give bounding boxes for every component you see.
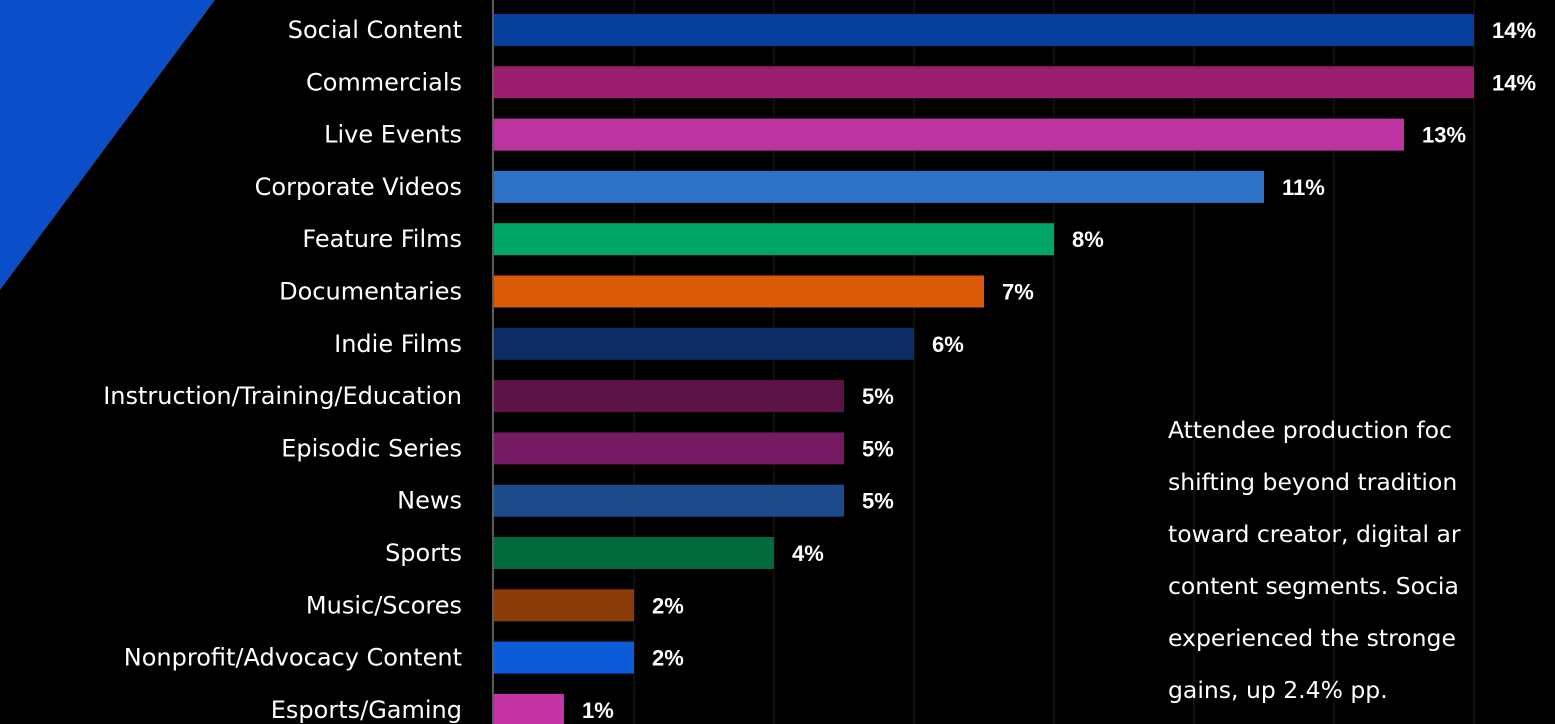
note-last-prefix: gains,: [1168, 676, 1246, 704]
value-labels: 14% 14% 13% 11% 8% 7% 6% 5% 5% 5% 4% 2% 2% 1%: [582, 18, 1536, 723]
value-label: 13%: [1422, 123, 1466, 148]
note-line-5: experienced the stronge: [1168, 624, 1456, 652]
category-label: Indie Films: [334, 330, 462, 358]
bars: [494, 14, 1474, 724]
note-line-2: shifting beyond tradition: [1168, 468, 1458, 496]
bar: [494, 641, 634, 674]
category-label: Esports/Gaming: [271, 696, 462, 724]
category-label: Documentaries: [279, 278, 462, 306]
category-label: Sports: [385, 539, 462, 567]
category-label: Nonprofit/Advocacy Content: [124, 644, 462, 672]
bar: [494, 589, 634, 622]
note-line-6: gains, up 2.4% pp.: [1168, 664, 1555, 716]
bar: [494, 432, 844, 465]
category-label: Music/Scores: [306, 591, 462, 619]
bar: [494, 170, 1264, 203]
value-label: 11%: [1282, 175, 1325, 200]
category-label: Feature Films: [302, 225, 462, 253]
value-label: 5%: [862, 436, 894, 461]
value-label: 5%: [862, 489, 894, 514]
value-label: 2%: [652, 646, 684, 671]
note-line-3: toward creator, digital ar: [1168, 520, 1461, 548]
value-label: 1%: [582, 698, 614, 723]
note-line-1: Attendee production foc: [1168, 416, 1452, 444]
category-label: Corporate Videos: [255, 173, 462, 201]
bar: [494, 537, 774, 569]
value-label: 7%: [1002, 280, 1034, 305]
commentary-text: Attendee production foc shifting beyond …: [1168, 404, 1555, 724]
bar: [494, 484, 844, 517]
value-label: 14%: [1492, 18, 1536, 43]
bar: [494, 380, 844, 413]
value-label: 4%: [792, 541, 824, 566]
bar: [494, 14, 1474, 46]
bar: [494, 118, 1404, 151]
category-labels: Social Content Commercials Live Events Corp…: [103, 16, 462, 724]
value-label: 2%: [652, 593, 684, 618]
note-highlight: up 2.4% pp.: [1245, 676, 1388, 704]
value-label: 14%: [1492, 70, 1536, 95]
category-label: Social Content: [288, 16, 462, 44]
accent-triangle: [0, 0, 215, 290]
category-label: News: [397, 487, 462, 515]
category-label: Commercials: [306, 68, 462, 96]
value-label: 5%: [862, 384, 894, 409]
bar: [494, 275, 984, 308]
category-label: Episodic Series: [281, 434, 462, 462]
bar: [494, 693, 564, 724]
bar: [494, 327, 914, 360]
bar: [494, 66, 1474, 99]
category-label: Instruction/Training/Education: [103, 382, 462, 410]
value-label: 6%: [932, 332, 964, 357]
bar: [494, 223, 1054, 256]
note-line-4: content segments. Socia: [1168, 572, 1459, 600]
category-label: Live Events: [324, 121, 462, 149]
value-label: 8%: [1072, 227, 1104, 252]
